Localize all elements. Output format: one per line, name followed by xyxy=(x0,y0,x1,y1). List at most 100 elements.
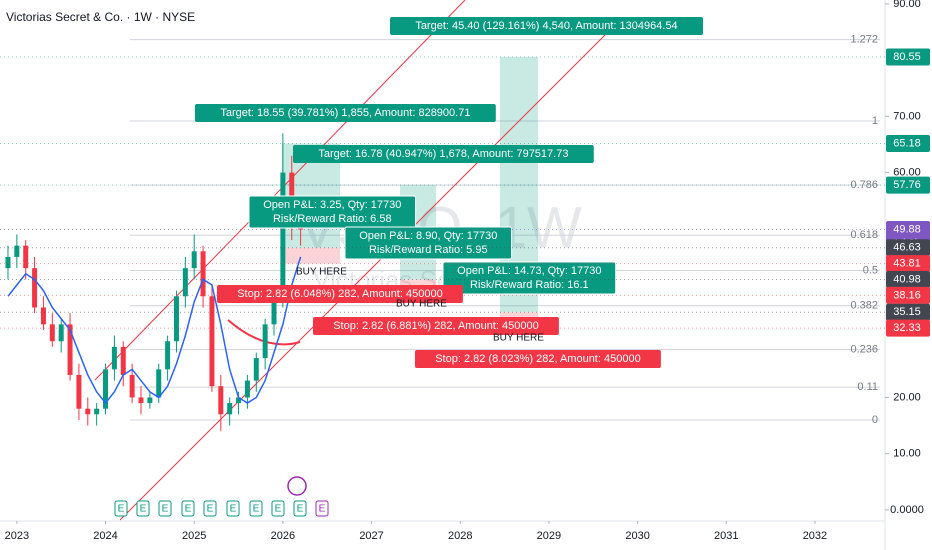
candle-body xyxy=(147,397,153,404)
annotation-text: Open P&L: 3.25, Qty: 17730 xyxy=(263,199,401,211)
candle-body xyxy=(94,408,100,415)
annotation-box xyxy=(217,285,463,303)
channel-line xyxy=(119,19,621,521)
earnings-label: E xyxy=(253,504,260,515)
earnings-box xyxy=(293,500,307,517)
earnings-label: E xyxy=(185,504,192,515)
candle-body xyxy=(173,296,179,342)
candle-body xyxy=(271,296,277,325)
earnings-label: E xyxy=(230,504,237,515)
price-tag xyxy=(886,286,930,304)
x-tick-label: 2030 xyxy=(625,530,649,542)
price-tag xyxy=(886,319,930,337)
x-tick-label: 2028 xyxy=(448,530,472,542)
annotation-text: Risk/Reward Ratio: 16.1 xyxy=(470,279,589,291)
candle-body xyxy=(103,369,109,409)
candle-body xyxy=(156,369,162,398)
price-tag-label: 32.33 xyxy=(893,322,921,334)
earnings-box xyxy=(181,500,195,517)
annotation-text: Open P&L: 14.73, Qty: 17730 xyxy=(457,265,601,277)
candle-body xyxy=(244,380,250,398)
candle-body xyxy=(138,397,144,404)
moving-average xyxy=(7,256,302,405)
y-tick-label: 10.00 xyxy=(893,448,921,460)
price-tag-label: 65.18 xyxy=(893,137,921,149)
annotation-text: Risk/Reward Ratio: 5.95 xyxy=(369,244,488,256)
candle-body xyxy=(200,251,206,297)
earnings-box xyxy=(315,500,329,517)
earnings-label: E xyxy=(118,504,125,515)
x-tick-label: 2027 xyxy=(359,530,383,542)
annotation-text: Stop: 2.82 (6.048%) 282, Amount: 450000 xyxy=(237,288,442,300)
x-tick-label: 2023 xyxy=(5,530,29,542)
annotations: Target: 45.40 (129.161%) 4,540, Amount: … xyxy=(195,17,703,368)
annotation-box xyxy=(390,17,703,35)
loss-zone xyxy=(282,247,340,264)
annotation-box xyxy=(313,317,559,335)
candle-body xyxy=(289,172,295,218)
price-tag xyxy=(886,48,930,66)
candle-body xyxy=(76,374,82,409)
annotation-text: Open P&L: 8.90, Qty: 17730 xyxy=(359,230,497,242)
chart-title: Victorias Secret & Co. · 1W · NYSE xyxy=(6,10,195,24)
annotation-box xyxy=(415,350,661,368)
earnings-box xyxy=(271,500,285,517)
candle-body xyxy=(191,251,197,269)
earnings-box xyxy=(226,500,240,517)
fib-label: 0.236 xyxy=(850,343,878,355)
candle-body xyxy=(262,324,268,359)
fib-label: 1 xyxy=(872,115,878,127)
candle-body xyxy=(58,324,64,342)
price-tag xyxy=(886,271,930,289)
candle-body xyxy=(253,358,259,381)
annotation-text: Stop: 2.82 (8.023%) 282, Amount: 450000 xyxy=(435,353,640,365)
earnings-label: E xyxy=(207,504,214,515)
candle-body xyxy=(165,341,171,370)
y-tick-label: 0.0000 xyxy=(890,504,924,516)
candles xyxy=(5,133,304,432)
earnings-label: E xyxy=(297,504,304,515)
earnings-label: E xyxy=(319,504,326,515)
price-tag-label: 43.81 xyxy=(893,258,921,270)
price-tag xyxy=(886,239,930,257)
candle-body xyxy=(23,245,29,269)
y-tick-label: 70.00 xyxy=(893,110,921,122)
candle-body xyxy=(182,268,188,297)
price-tag xyxy=(886,134,930,152)
x-tick-label: 2026 xyxy=(271,530,295,542)
x-tick-label: 2024 xyxy=(93,530,117,542)
fib-label: 0.618 xyxy=(850,229,878,241)
candle-body xyxy=(49,324,55,342)
buy-label: BUY HERE xyxy=(296,267,347,278)
buy-label: BUY HERE xyxy=(493,333,544,344)
fib-label: 0.5 xyxy=(863,264,878,276)
price-tag xyxy=(886,303,930,321)
annotation-text: Stop: 2.82 (6.881%) 282, Amount: 450000 xyxy=(333,320,538,332)
y-tick-label: 90.00 xyxy=(893,0,921,10)
candle-body xyxy=(111,346,117,370)
y-tick-label: 20.00 xyxy=(893,391,921,403)
x-tick-label: 2031 xyxy=(714,530,738,542)
candle-body xyxy=(280,172,286,297)
candle-body xyxy=(129,374,135,398)
candle-body xyxy=(218,386,224,415)
buy-label: BUY HERE xyxy=(396,299,447,310)
x-tick-label: 2032 xyxy=(803,530,827,542)
annotation-text: Risk/Reward Ratio: 6.58 xyxy=(273,213,392,225)
price-tag-label: 38.16 xyxy=(893,289,921,301)
annotation-box xyxy=(293,145,594,163)
annotation-text: Target: 18.55 (39.781%) 1,855, Amount: 8… xyxy=(220,107,470,119)
earnings-box xyxy=(114,500,128,517)
annotation-box xyxy=(195,104,496,122)
annotation-text: Target: 16.78 (40.947%) 1,678, Amount: 7… xyxy=(318,148,568,160)
candle-body xyxy=(227,403,233,415)
price-tag xyxy=(886,176,930,194)
price-tag-label: 80.55 xyxy=(893,51,921,63)
price-tag xyxy=(886,255,930,273)
y-tick-label: 60.00 xyxy=(893,166,921,178)
fib-label: 0.382 xyxy=(850,300,878,312)
price-tag-label: 57.76 xyxy=(893,179,921,191)
candle-body xyxy=(67,324,73,375)
candle-body xyxy=(40,307,46,325)
